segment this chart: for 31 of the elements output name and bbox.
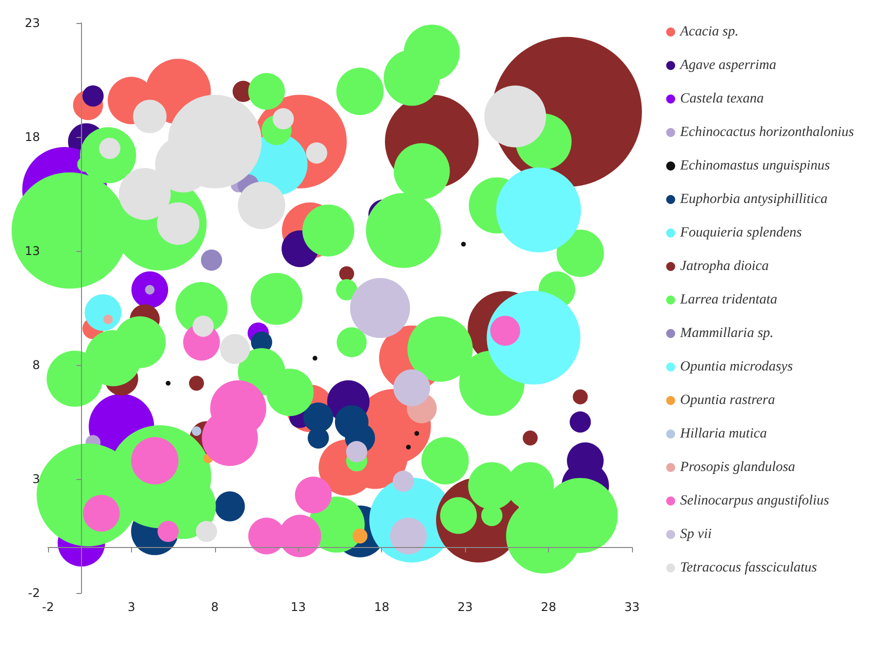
legend-label: Mammillaria sp. (679, 326, 774, 341)
y-tick-label: 3 (32, 472, 40, 486)
legend-label: Jatropha dioica (680, 259, 769, 274)
legend-label: Acacia sp. (679, 24, 739, 40)
y-tick-label: 18 (24, 130, 40, 144)
y-tick-label: 23 (24, 16, 40, 30)
legend-label: Opuntia rastrera (680, 393, 775, 408)
legend-label: Hillaria mutica (679, 426, 767, 442)
x-tick-label: 8 (211, 600, 219, 614)
legend-label: Echinomastus unguispinus (679, 158, 830, 174)
legend-label: Tetracocus fassciculatus (680, 560, 818, 576)
legend-label: Sp vii (680, 527, 712, 542)
x-tick-label: 23 (458, 600, 473, 614)
legend-label: Euphorbia antysiphillitica (679, 192, 828, 207)
legend-label: Agave asperrima (679, 58, 776, 73)
y-tick-label: -2 (28, 586, 40, 600)
x-tick-label: 18 (374, 600, 390, 614)
legend-label: Castela texana (680, 92, 764, 106)
x-tick-label: 28 (540, 600, 556, 614)
x-tick-label: 13 (290, 600, 306, 614)
legend-label: Prosopis glandulosa (679, 460, 796, 475)
legend-label: Echinocactus horizonthalonius (679, 125, 855, 140)
x-tick-label: 33 (624, 600, 640, 614)
legend-label: Opuntia microdasys (680, 360, 794, 374)
y-tick-label: 8 (32, 358, 40, 372)
y-tick-label: 13 (24, 244, 40, 258)
x-tick-label: 3 (128, 600, 136, 614)
legend-label: Larrea tridentata (679, 292, 778, 308)
x-tick-label: -2 (42, 600, 54, 614)
legend-label: Fouquieria splendens (679, 226, 802, 240)
legend-label: Selinocarpus angustifolius (680, 494, 830, 508)
